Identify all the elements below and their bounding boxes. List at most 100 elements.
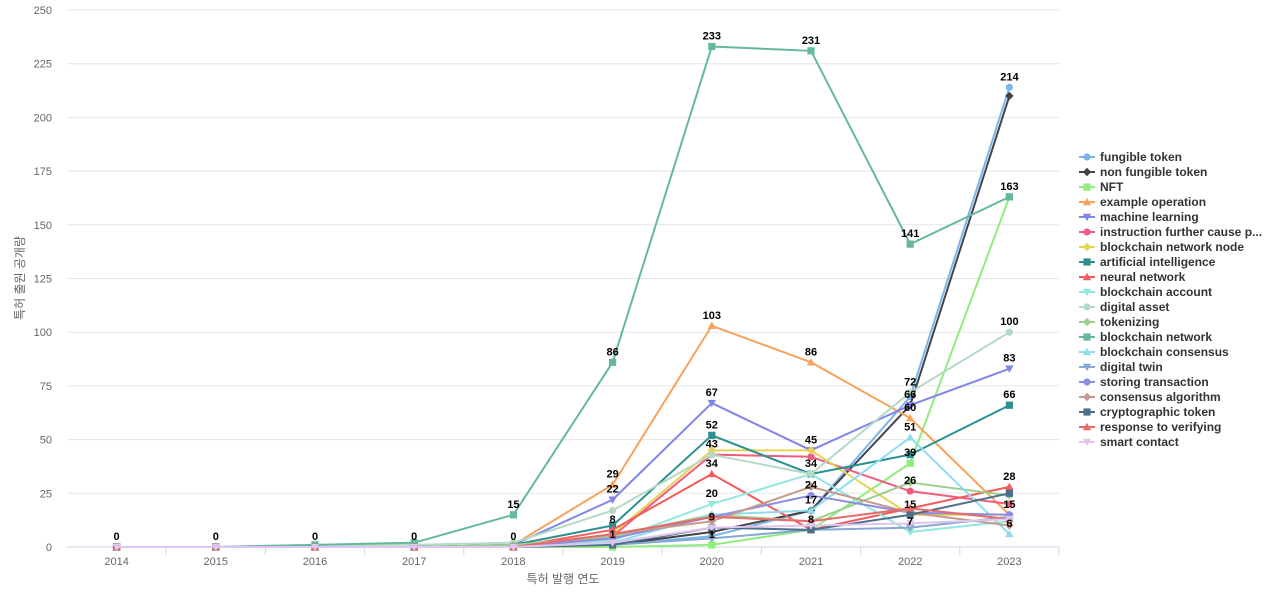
legend-item[interactable]: example operation [1079,194,1262,209]
legend-marker-icon[interactable] [1083,407,1091,416]
data-point-marker[interactable] [708,451,716,459]
legend-item[interactable]: tokenizing [1079,314,1262,329]
data-point-marker[interactable] [906,459,914,467]
data-point-marker[interactable] [806,522,816,530]
legend-item[interactable]: consensus algorithm [1079,389,1262,404]
legend-item[interactable]: blockchain consensus [1079,344,1262,359]
series-line[interactable] [116,518,1010,548]
legend-item[interactable]: instruction further cause p... [1079,224,1262,239]
data-point-marker[interactable] [310,543,320,552]
data-point-marker[interactable] [1005,489,1013,497]
legend-marker-icon[interactable] [1083,152,1091,161]
legend-marker-icon[interactable] [1082,213,1092,221]
legend-marker-icon[interactable] [1082,392,1092,401]
data-point-marker[interactable] [608,525,617,534]
data-point-marker[interactable] [509,511,517,519]
data-point-marker[interactable] [707,446,716,455]
legend-marker-icon[interactable] [1083,377,1091,386]
data-point-marker[interactable] [707,321,716,329]
data-point-marker[interactable] [1005,482,1014,491]
data-point-marker[interactable] [707,469,716,478]
legend-item[interactable]: machine learning [1079,209,1262,224]
legend-marker-icon[interactable] [1082,242,1092,251]
data-point-marker[interactable] [708,42,716,51]
data-point-marker[interactable] [608,496,617,504]
legend-item[interactable]: NFT [1079,179,1262,194]
data-point-marker[interactable] [906,478,915,487]
data-point-marker[interactable] [1005,529,1014,538]
legend-marker-icon[interactable] [1082,438,1092,446]
data-point-marker[interactable] [608,529,617,538]
data-point-marker[interactable] [1005,401,1013,409]
data-point-marker[interactable] [807,47,815,55]
legend-marker-icon[interactable] [1082,272,1092,280]
legend-item[interactable]: digital twin [1079,359,1262,374]
data-point-marker[interactable] [609,506,617,515]
data-point-marker[interactable] [708,541,716,549]
legend-marker-icon[interactable] [1082,347,1092,355]
series-line[interactable] [116,87,1011,548]
data-point-marker[interactable] [708,431,716,439]
data-point-marker[interactable] [509,543,518,552]
data-point-marker[interactable] [906,413,915,422]
legend-item[interactable]: blockchain network [1079,329,1262,344]
data-point-marker[interactable] [807,470,815,478]
legend-marker-icon[interactable] [1083,182,1091,191]
data-point-marker[interactable] [707,399,716,408]
data-point-marker[interactable] [1005,515,1014,524]
data-point-marker[interactable] [807,526,815,534]
legend-item[interactable]: cryptographic token [1079,404,1262,419]
data-point-marker[interactable] [806,482,816,492]
legend-item[interactable]: blockchain account [1079,284,1262,299]
data-point-marker[interactable] [608,539,617,547]
legend-marker-icon[interactable] [1083,227,1091,236]
legend-marker-icon[interactable] [1083,302,1091,311]
data-point-marker[interactable] [609,521,617,530]
legend-item[interactable]: fungible token [1079,149,1262,164]
series-line[interactable] [116,45,1010,548]
data-point-marker[interactable] [906,524,915,532]
data-point-marker[interactable] [806,358,816,366]
data-point-marker[interactable] [906,433,915,441]
series-line[interactable] [116,449,1010,548]
data-point-marker[interactable] [906,520,915,528]
data-point-marker[interactable] [1005,83,1014,91]
legend-item[interactable]: storing transaction [1079,374,1262,389]
legend-item[interactable]: neural network [1079,269,1262,284]
data-point-marker[interactable] [1005,193,1013,201]
legend-item[interactable]: non fungible token [1079,164,1262,179]
data-point-marker[interactable] [906,388,914,396]
legend-marker-icon[interactable] [1082,317,1092,326]
legend-marker-icon[interactable] [1082,167,1092,176]
data-point-marker[interactable] [707,535,716,543]
legend-marker-icon[interactable] [1082,363,1092,371]
data-point-marker[interactable] [807,453,815,461]
data-point-marker[interactable] [410,543,419,552]
data-point-marker[interactable] [906,487,914,495]
legend-item[interactable]: digital asset [1079,299,1262,314]
data-point-marker[interactable] [806,506,816,514]
data-point-marker[interactable] [906,511,914,519]
data-point-marker[interactable] [906,528,915,537]
data-point-marker[interactable] [807,491,815,500]
data-point-marker[interactable] [906,451,914,459]
legend-marker-icon[interactable] [1082,288,1092,296]
data-point-marker[interactable] [707,524,716,532]
data-point-marker[interactable] [806,446,816,455]
legend-marker-icon[interactable] [1082,197,1092,205]
data-point-marker[interactable] [410,539,418,547]
data-point-marker[interactable] [906,504,915,512]
data-point-marker[interactable] [1005,91,1014,101]
legend-marker-icon[interactable] [1083,257,1091,266]
data-point-marker[interactable] [906,240,914,248]
data-point-marker[interactable] [1005,521,1014,530]
data-point-marker[interactable] [1005,365,1014,373]
data-point-marker[interactable] [906,402,915,410]
legend-item[interactable]: response to verifying [1079,419,1262,434]
series-line[interactable] [116,196,1011,548]
data-point-marker[interactable] [1005,328,1014,336]
data-point-marker[interactable] [608,480,617,488]
legend-marker-icon[interactable] [1082,422,1092,430]
data-point-marker[interactable] [211,543,220,552]
legend-item[interactable]: blockchain network node [1079,239,1262,254]
